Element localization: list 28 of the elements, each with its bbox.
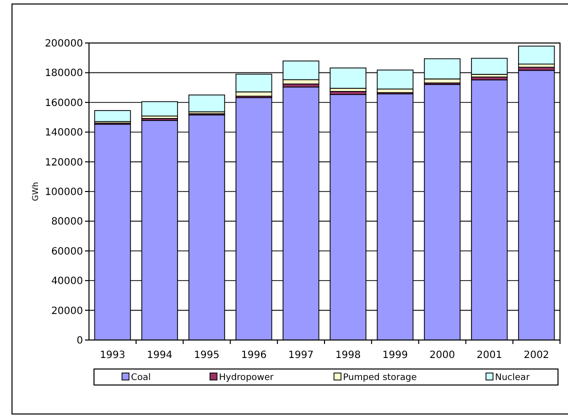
x-tick-label: 2001 (476, 350, 502, 361)
y-axis-title: GWh (31, 182, 40, 202)
bar (94, 110, 131, 122)
y-tick-label: 180000 (44, 68, 83, 80)
y-tick-label: 120000 (44, 157, 83, 168)
bar (518, 46, 555, 64)
y-tick-label: 40000 (51, 276, 83, 288)
y-tick-label: 0 (76, 336, 83, 346)
x-tick-label: 1998 (335, 350, 361, 361)
x-tick-label: 1995 (194, 350, 220, 361)
legend-label: Pumped storage (343, 373, 418, 383)
y-tick-label: 160000 (44, 98, 83, 109)
x-tick-label: 1993 (100, 350, 126, 361)
x-tick-label: 1999 (382, 350, 408, 361)
x-tick-label: 2000 (430, 350, 455, 361)
y-tick-label: 20000 (51, 306, 83, 317)
y-tick-label: 200000 (44, 38, 83, 50)
x-tick-label: 1994 (146, 350, 172, 361)
y-tick-label: 100000 (44, 187, 83, 198)
x-tick-label: 1996 (241, 350, 267, 361)
y-tick-label: 60000 (51, 246, 83, 258)
x-tick-label: 1997 (288, 350, 314, 361)
legend-label: Nuclear (495, 373, 530, 383)
legend-label: Hydropower (219, 373, 274, 383)
legend-label: Coal (131, 373, 151, 383)
y-tick-label: 140000 (44, 128, 83, 139)
x-tick-label: 2002 (524, 350, 550, 361)
y-tick-label: 80000 (51, 216, 83, 228)
